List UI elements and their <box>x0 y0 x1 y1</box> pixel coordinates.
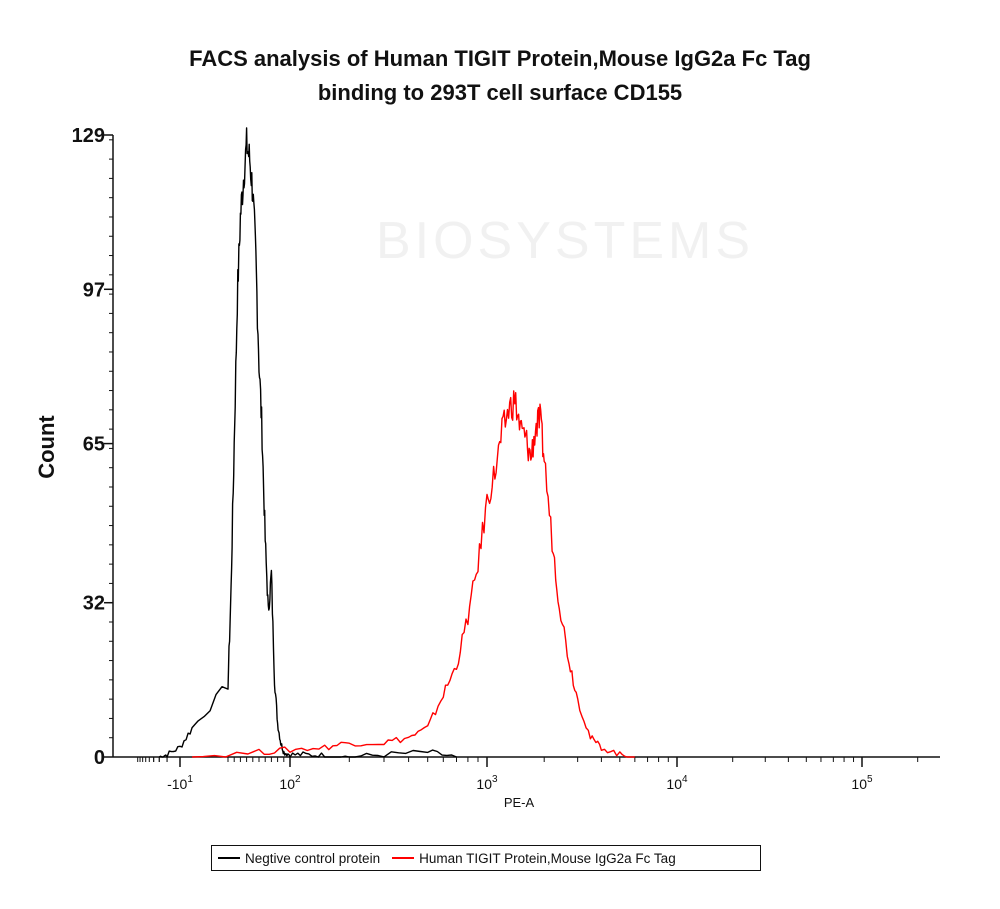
legend-label-tigit: Human TIGIT Protein,Mouse IgG2a Fc Tag <box>419 850 676 866</box>
chart-title-line-1: FACS analysis of Human TIGIT Protein,Mou… <box>189 46 811 71</box>
chart-title-line-2: binding to 293T cell surface CD155 <box>317 80 683 105</box>
legend-item-negative-control: Negtive control protein <box>218 851 380 866</box>
series-line-tigit <box>192 390 635 758</box>
y-axis-label: Count <box>34 415 59 479</box>
x-axis-label: PE-A <box>504 795 535 810</box>
watermark-text: BIOSYSTEMS <box>376 212 754 270</box>
legend-swatch-black <box>218 857 240 859</box>
x-axis: -101 102 103 104 105 <box>113 756 940 792</box>
x-tick-label: 102 <box>279 774 301 792</box>
x-tick-label: 105 <box>851 774 873 792</box>
y-tick-label: 0 <box>94 747 105 769</box>
legend: Negtive control protein Human TIGIT Prot… <box>211 845 761 871</box>
y-tick-label: 97 <box>83 279 105 301</box>
legend-swatch-red <box>392 857 415 859</box>
x-tick-label: 103 <box>476 774 498 792</box>
y-tick-label: 32 <box>83 593 105 615</box>
x-tick-label: 104 <box>666 774 688 792</box>
legend-item-tigit: Human TIGIT Protein,Mouse IgG2a Fc Tag <box>392 851 676 866</box>
legend-label-negative-control: Negtive control protein <box>245 850 381 866</box>
series-line-negative-control <box>158 127 457 758</box>
y-tick-label: 129 <box>72 125 105 147</box>
x-tick-label: -101 <box>167 774 193 792</box>
y-tick-label: 65 <box>83 434 105 456</box>
series-lines <box>158 127 635 758</box>
y-axis: 0 32 65 97 129 <box>72 125 114 769</box>
